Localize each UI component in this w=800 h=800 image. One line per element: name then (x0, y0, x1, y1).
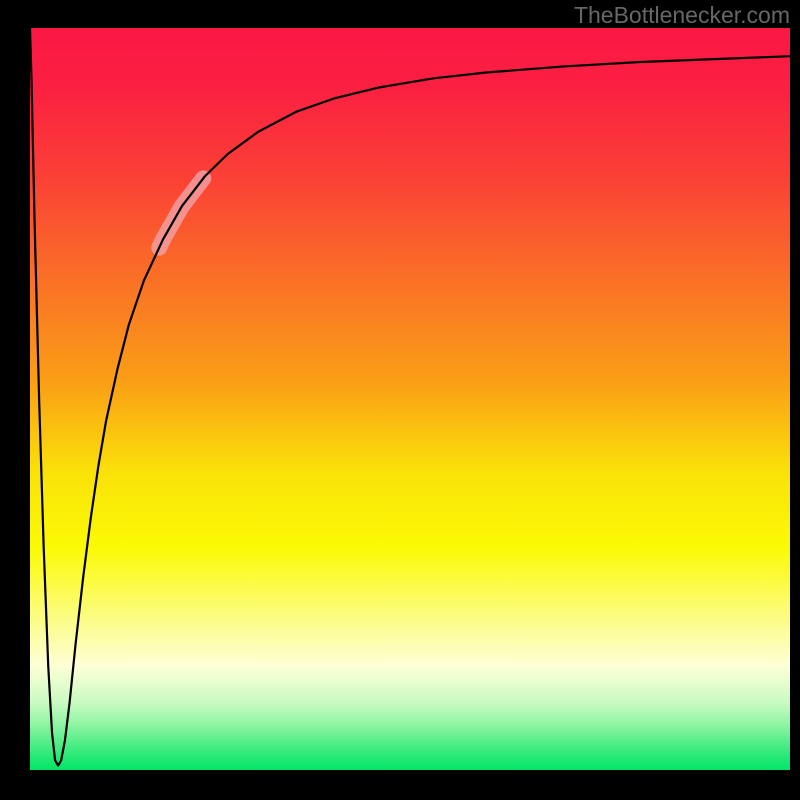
plot-area (30, 28, 790, 770)
curve-svg (30, 28, 790, 770)
gradient-background (30, 28, 790, 770)
chart-frame: TheBottlenecker.com (0, 0, 800, 800)
watermark-text: TheBottlenecker.com (574, 2, 790, 29)
